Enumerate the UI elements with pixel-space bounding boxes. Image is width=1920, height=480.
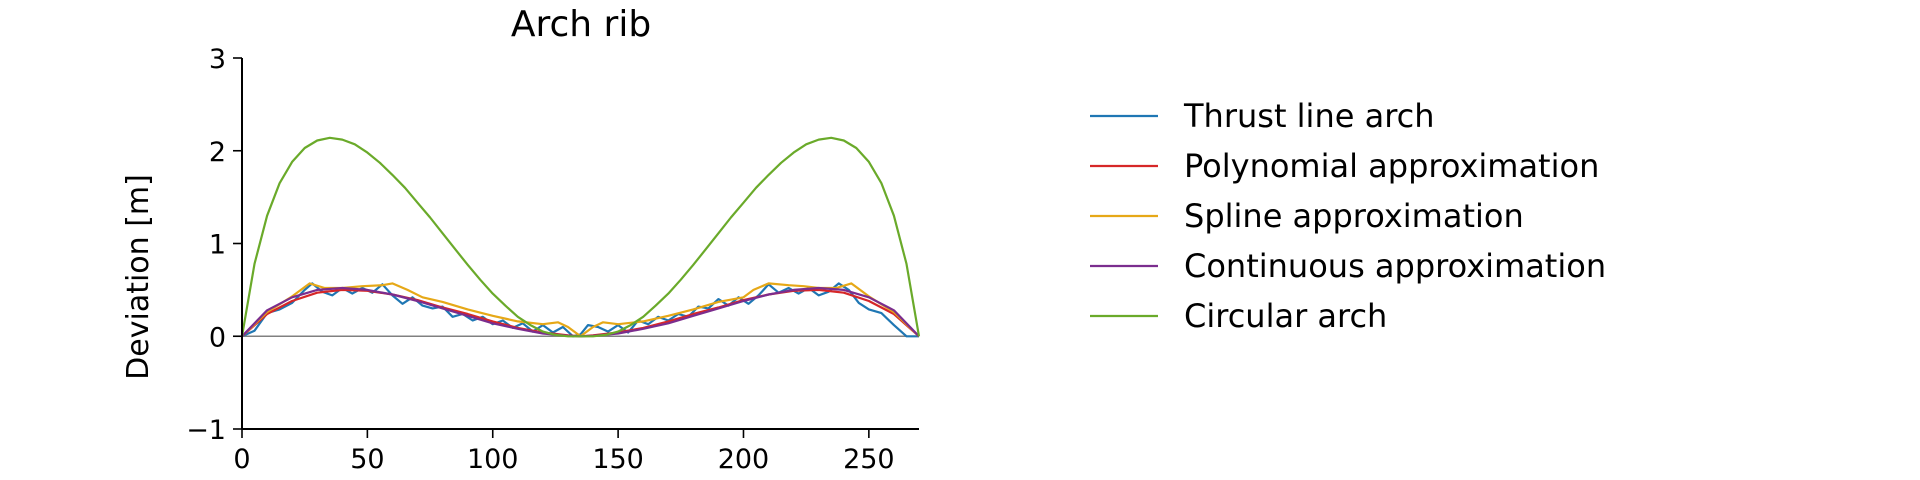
- series-line-2: [241, 288, 920, 338]
- legend-label-4: Continuous approximation: [1184, 247, 1606, 285]
- x-tick-label: 100: [467, 444, 519, 475]
- chart-title: Arch rib: [511, 4, 651, 45]
- x-tick-label: 150: [592, 444, 644, 475]
- y-tick-label: 0: [209, 322, 226, 353]
- series-line-1: [241, 282, 919, 338]
- x-tick-label: 50: [350, 444, 384, 475]
- legend-label-2: Polynomial approximation: [1184, 147, 1599, 185]
- y-axis-label: Deviation [m]: [121, 174, 156, 380]
- legend-label-1: Thrust line arch: [1183, 97, 1435, 135]
- legend-label-5: Circular arch: [1184, 297, 1387, 335]
- x-tick-label: 250: [843, 444, 895, 475]
- y-tick-label: −1: [186, 415, 226, 446]
- y-tick-label: 2: [209, 137, 226, 168]
- x-tick-label: 200: [718, 444, 770, 475]
- y-tick-label: 3: [209, 44, 226, 75]
- x-tick-label: 0: [233, 444, 250, 475]
- y-tick-label: 1: [209, 230, 226, 261]
- series-line-5: [240, 136, 921, 338]
- series-line-3: [241, 282, 920, 338]
- legend-label-3: Spline approximation: [1184, 197, 1524, 235]
